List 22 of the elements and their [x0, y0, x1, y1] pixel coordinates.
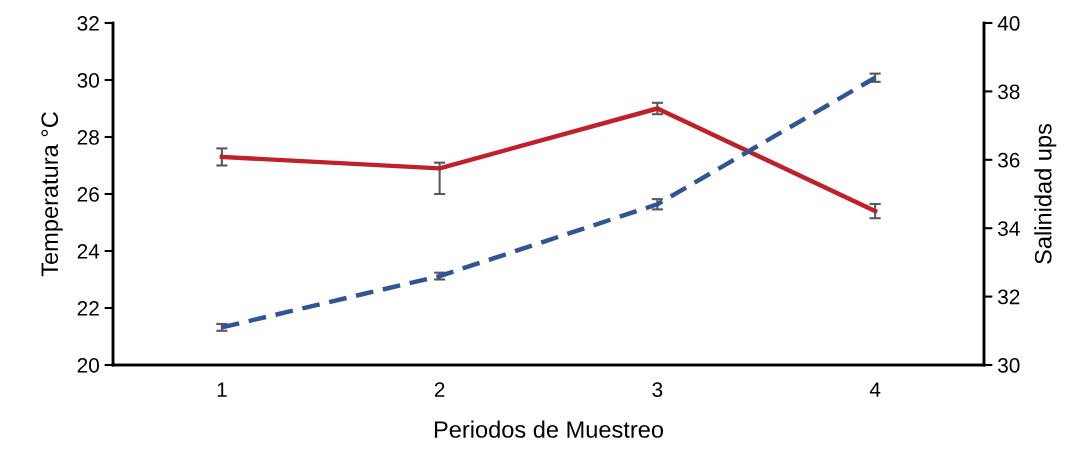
y-tick-label: 24 — [77, 244, 100, 259]
y2-axis-title: Salinidad ups — [1034, 123, 1057, 264]
y-tick-label: 30 — [77, 73, 99, 88]
y2-tick-label: 30 — [997, 358, 1020, 373]
y2-tick-label: 36 — [997, 152, 1020, 168]
y-tick-label: 20 — [77, 358, 99, 373]
y2-tick-label: 38 — [997, 84, 1020, 100]
y-tick-label: 28 — [77, 130, 99, 145]
y-tick-label: 26 — [77, 187, 99, 202]
x-tick-label: 2 — [434, 382, 445, 397]
line-series — [219, 106, 878, 214]
y2-tick-label: 34 — [997, 221, 1020, 236]
line-series — [219, 75, 878, 330]
y-tick-label: 32 — [77, 16, 99, 31]
y2-tick-label: 40 — [997, 16, 1020, 31]
x-axis-title: Periodos de Muestreo — [434, 420, 664, 438]
x-tick-label: 3 — [652, 382, 663, 397]
y2-tick-label: 32 — [997, 289, 1020, 305]
y-tick-label: 22 — [77, 301, 99, 316]
y-axis-title: Temperatura °C — [41, 112, 63, 277]
x-tick-label: 1 — [217, 382, 227, 397]
x-tick-label: 4 — [869, 382, 881, 397]
